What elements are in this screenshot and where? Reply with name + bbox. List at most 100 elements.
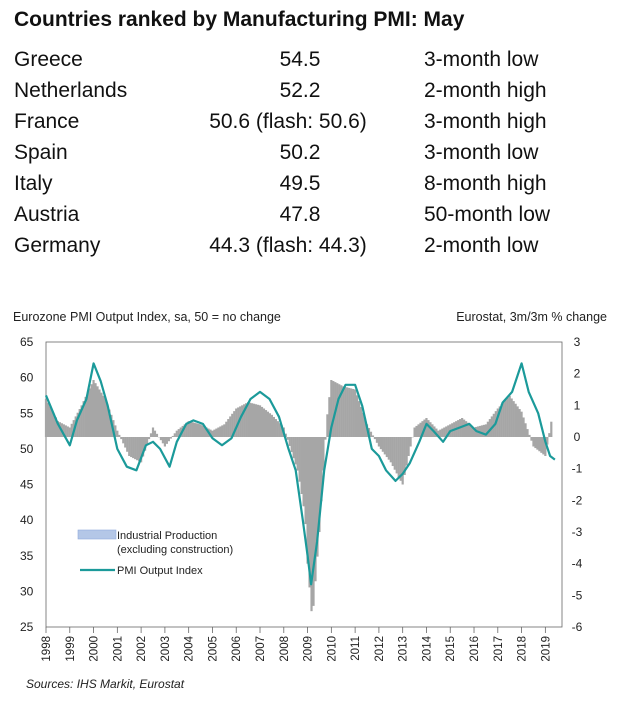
ip-bar <box>338 384 340 437</box>
ip-bar <box>132 437 134 458</box>
ip-bar <box>304 437 306 524</box>
ip-bar <box>380 437 382 449</box>
x-tick-label: 2013 <box>398 636 410 662</box>
ip-bar <box>263 409 265 438</box>
pmi-value: 49.5 <box>260 172 340 196</box>
ip-bar <box>524 423 526 437</box>
ip-bar <box>346 387 348 437</box>
ip-bar <box>417 424 419 437</box>
ip-bar <box>116 431 118 437</box>
legend-label-ip-note: (excluding construction) <box>117 544 233 556</box>
right-tick-label: -4 <box>572 557 583 571</box>
ip-bar <box>370 432 372 437</box>
legend-label-pmi: PMI Output Index <box>117 565 203 577</box>
ip-bar <box>536 437 538 450</box>
ip-bar <box>269 413 271 437</box>
ip-bar <box>273 417 275 437</box>
ip-bar <box>104 399 106 437</box>
chart-canvas: Eurozone PMI Output Index, sa, 50 = no c… <box>0 296 620 711</box>
x-tick-label: 2002 <box>136 636 148 662</box>
ip-bar <box>534 437 536 448</box>
ip-bar <box>344 387 346 437</box>
ip-bar <box>164 437 166 447</box>
pmi-value: 44.3 (flash: 44.3) <box>198 234 378 258</box>
x-tick-label: 2001 <box>112 636 124 662</box>
ip-bar <box>166 437 168 444</box>
ip-bar <box>126 437 128 452</box>
ip-bar <box>229 416 231 437</box>
ip-bar <box>154 431 156 437</box>
ip-bar <box>392 437 394 466</box>
ip-bar <box>176 431 178 437</box>
ip-bar <box>134 437 136 459</box>
ip-bar <box>227 419 229 437</box>
ip-bar <box>382 437 384 452</box>
ip-bar <box>402 437 404 485</box>
right-tick-label: -1 <box>572 462 583 476</box>
ip-bar <box>96 386 98 437</box>
country-name: France <box>14 110 79 134</box>
pmi-change: 50-month low <box>424 203 550 227</box>
pmi-change: 3-month low <box>424 141 538 165</box>
pmi-value: 50.2 <box>260 141 340 165</box>
ip-bar <box>94 383 96 437</box>
ip-bar <box>221 425 223 437</box>
right-tick-label: 2 <box>574 367 581 381</box>
left-tick-label: 30 <box>20 584 34 598</box>
left-tick-label: 50 <box>20 442 34 456</box>
ip-bar <box>192 422 194 437</box>
ip-bar <box>374 437 376 439</box>
x-tick-label: 2000 <box>89 636 101 662</box>
legend-bar-swatch <box>78 530 116 539</box>
ip-bar <box>550 422 552 437</box>
country-name: Netherlands <box>14 79 127 103</box>
pmi-value: 54.5 <box>260 48 340 72</box>
left-tick-label: 60 <box>20 371 34 385</box>
ip-bar <box>47 403 49 437</box>
ip-bar <box>376 437 378 443</box>
x-tick-label: 2005 <box>207 636 219 662</box>
chart-source: Sources: IHS Markit, Eurostat <box>26 677 185 691</box>
ip-bar <box>100 393 102 437</box>
pmi-output-chart: Eurozone PMI Output Index, sa, 50 = no c… <box>0 296 620 711</box>
ip-bar <box>215 429 217 437</box>
ip-bar <box>388 437 390 460</box>
pmi-change: 2-month low <box>424 234 538 258</box>
ranking-row: France 50.6 (flash: 50.6) 3-month high <box>0 110 620 140</box>
ip-bar <box>518 409 520 437</box>
right-tick-label: -2 <box>572 493 583 507</box>
ip-bar <box>356 395 358 437</box>
ip-bar <box>515 404 517 437</box>
ip-bar <box>251 403 253 437</box>
ip-bar <box>372 435 374 437</box>
ip-bar <box>413 428 415 438</box>
ip-bar <box>90 384 92 437</box>
ip-bar <box>118 435 120 437</box>
ip-bar <box>520 412 522 437</box>
ip-bar <box>128 437 130 456</box>
chart-legend: Industrial Production (excluding constru… <box>78 530 233 577</box>
ip-bar <box>410 437 412 447</box>
pmi-value: 52.2 <box>260 79 340 103</box>
ip-bar <box>530 437 532 441</box>
left-tick-label: 45 <box>20 478 34 492</box>
ip-bar <box>352 389 354 437</box>
ip-bar <box>348 388 350 437</box>
ip-bar <box>378 437 380 447</box>
ip-bar <box>528 435 530 437</box>
ip-bar <box>223 424 225 437</box>
ip-bar <box>265 410 267 437</box>
ip-bar <box>255 404 257 437</box>
x-tick-label: 2003 <box>160 636 172 662</box>
ip-bar <box>287 437 289 440</box>
ip-bar <box>275 419 277 437</box>
ranking-row: Austria 47.8 50-month low <box>0 203 620 233</box>
right-tick-label: -6 <box>572 620 583 634</box>
ip-bar <box>398 437 400 477</box>
pmi-value: 50.6 (flash: 50.6) <box>198 110 378 134</box>
x-tick-label: 2012 <box>374 636 386 662</box>
left-tick-label: 35 <box>20 549 34 563</box>
ip-bar <box>197 424 199 437</box>
x-tick-label: 2019 <box>540 636 552 662</box>
ip-bar <box>332 381 334 437</box>
